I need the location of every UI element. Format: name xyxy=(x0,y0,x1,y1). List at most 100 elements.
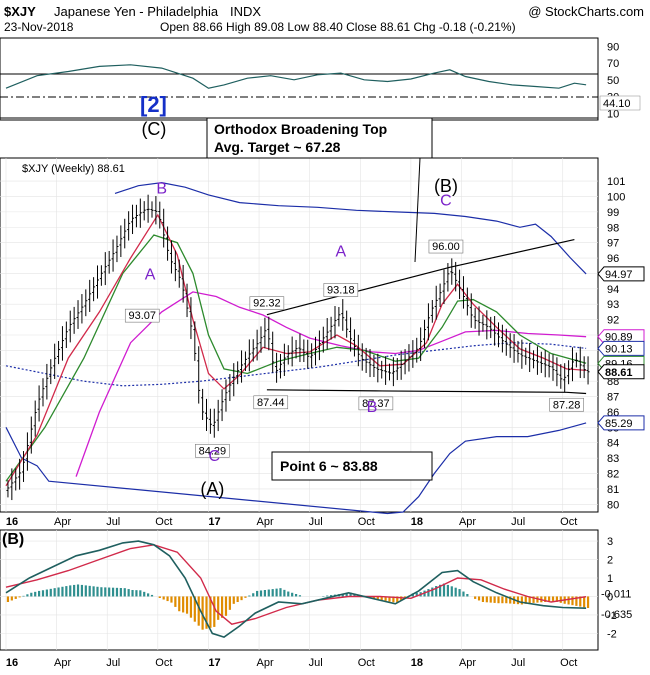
annotation-pointer xyxy=(414,157,421,263)
x-tick-label: Apr xyxy=(54,516,71,528)
bollinger-upper xyxy=(114,181,587,275)
price-callout-box xyxy=(124,308,160,323)
rsi-value-box xyxy=(599,95,641,111)
price-bars xyxy=(6,194,590,501)
copyright: @ StockCharts.com xyxy=(528,4,644,19)
rsi-tick-label: 50 xyxy=(607,75,619,87)
broadening-top-title: Orthodox Broadening Top xyxy=(214,121,387,137)
price-value-label: 88.61 xyxy=(605,367,633,379)
x-tick-label: Oct xyxy=(358,516,375,528)
rsi-panel: 9070503010 [2] 44.10 xyxy=(0,37,641,121)
x-tick-label: Apr xyxy=(54,657,71,669)
price-tick-label: 87 xyxy=(607,392,619,404)
macd-signal-line xyxy=(5,544,587,625)
price-callout-box xyxy=(249,296,285,310)
macd-tick-label: 1 xyxy=(607,573,613,585)
price-value-label: 90.13 xyxy=(605,343,633,355)
x-axis-bottom: 16 Apr Jul Oct 17 Apr Jul Oct 18 Apr Jul Oct xyxy=(6,657,577,669)
x-tick-label: 18 xyxy=(411,657,423,669)
ma-short xyxy=(5,213,587,487)
price-tick-label: 80 xyxy=(607,499,619,511)
broadening-top-target: Avg. Target ~ 67.28 xyxy=(214,139,341,155)
price-tick-label: 98 xyxy=(607,222,619,234)
price-value-tag xyxy=(597,364,645,380)
wave-label: (A) xyxy=(200,479,224,499)
price-callout: 93.18 xyxy=(327,284,355,296)
price-value-tag xyxy=(597,415,645,431)
price-callout-box xyxy=(323,283,359,297)
price-callout-box xyxy=(428,239,464,254)
price-tick-label: 93 xyxy=(607,299,619,311)
price-tick-label: 92 xyxy=(607,315,619,327)
price-legend: $XJY (Weekly) 88.61 xyxy=(22,163,125,175)
macd-value-label: -0.011 xyxy=(601,589,631,601)
macd-tick-label: 3 xyxy=(607,536,613,548)
x-tick-label: Jul xyxy=(511,516,525,528)
macd-axis: 3 2 1 0 -1 -2 xyxy=(607,536,617,640)
x-tick-label: Apr xyxy=(459,657,476,669)
x-tick-label: Oct xyxy=(155,516,172,528)
price-tick-label: 101 xyxy=(607,176,625,188)
macd-tick-label: 0 xyxy=(607,591,613,603)
price-callout: 92.32 xyxy=(253,298,281,310)
x-tick-label: 16 xyxy=(6,657,18,669)
price-callout: 84.29 xyxy=(199,445,227,457)
rsi-tick-label: 90 xyxy=(607,41,619,53)
price-value-label: 94.97 xyxy=(605,269,633,281)
wave-label: B xyxy=(367,399,378,416)
x-tick-label: Oct xyxy=(560,516,577,528)
point6-box xyxy=(271,451,433,481)
ohlc-readout: Open 88.66 High 89.08 Low 88.40 Close 88… xyxy=(160,20,516,34)
price-callout: 87.28 xyxy=(553,399,581,411)
price-value-label: 85.29 xyxy=(605,418,633,430)
price-tick-label: 94 xyxy=(607,284,619,296)
x-tick-label: Apr xyxy=(257,657,274,669)
price-callout-box xyxy=(358,396,394,411)
macd-tick-label: -2 xyxy=(607,628,617,640)
macd-panel: 3 2 1 0 -1 -2 (B) -0.011 -0.635 xyxy=(0,529,632,651)
x-tick-label: 18 xyxy=(411,516,423,528)
price-tick-label: 100 xyxy=(607,191,625,203)
price-tick-label: 83 xyxy=(607,453,619,465)
macd-value-label: -0.635 xyxy=(601,609,632,621)
price-gridlines xyxy=(0,158,598,512)
rsi-tick-label: 10 xyxy=(607,108,619,120)
wave-label: (C) xyxy=(141,119,166,139)
price-value-tag xyxy=(597,340,645,356)
macd-value-tags: -0.011 -0.635 xyxy=(601,589,632,622)
x-tick-label: Jul xyxy=(309,516,323,528)
wave-label: (B) xyxy=(434,176,458,196)
price-callout: 87.37 xyxy=(362,398,390,410)
macd-gridlines xyxy=(0,530,598,650)
x-tick-label: 16 xyxy=(6,516,18,528)
price-tick-label: 81 xyxy=(607,484,619,496)
wave-label: A xyxy=(335,244,346,261)
macd-line xyxy=(5,540,587,638)
price-callout: 96.00 xyxy=(432,241,460,253)
x-tick-label: Apr xyxy=(459,516,476,528)
x-axis-top: 16 Apr Jul Oct 17 Apr Jul Oct 18 Apr Jul Oct xyxy=(6,516,577,528)
date-label: 23-Nov-2018 xyxy=(4,20,74,34)
x-tick-label: Jul xyxy=(106,657,120,669)
price-tick-label: 99 xyxy=(607,207,619,219)
rsi-label: [2] xyxy=(140,92,167,117)
price-callout: 87.44 xyxy=(257,397,285,409)
price-callout-box xyxy=(195,443,230,458)
point6-text: Point 6 ~ 83.88 xyxy=(280,458,378,474)
x-tick-label: Apr xyxy=(257,516,274,528)
price-callouts: 93.07 84.29 92.32 87.44 93.18 87.37 96.00 87.28 xyxy=(124,239,584,458)
price-value-tag xyxy=(597,266,645,282)
price-callout-box xyxy=(253,395,289,410)
macd-tick-label: 2 xyxy=(607,555,613,567)
bollinger-lower xyxy=(5,422,587,515)
wave-label: C xyxy=(440,193,452,210)
price-callout-box xyxy=(549,397,584,412)
price-tick-label: 97 xyxy=(607,238,619,250)
x-tick-label: Oct xyxy=(358,657,375,669)
rsi-value: 44.10 xyxy=(603,98,631,110)
instrument-name: Japanese Yen - Philadelphia xyxy=(54,4,219,19)
x-tick-label: Oct xyxy=(560,657,577,669)
rsi-line xyxy=(5,64,587,89)
